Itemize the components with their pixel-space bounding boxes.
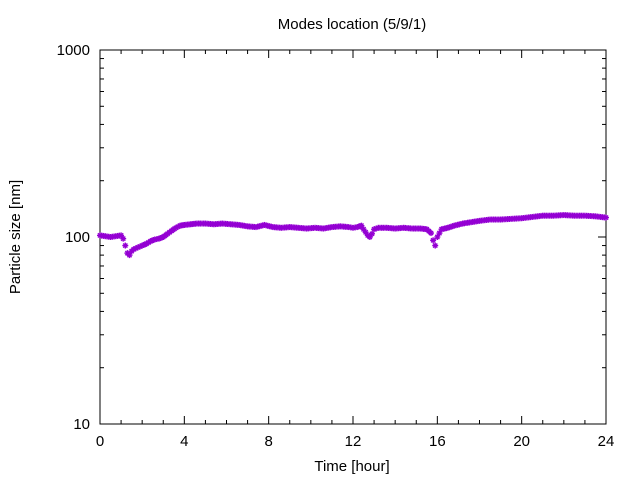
data-point xyxy=(368,230,375,237)
y-tick-label: 100 xyxy=(65,229,90,246)
data-point xyxy=(430,237,437,244)
y-axis-label: Particle size [nm] xyxy=(7,180,24,294)
data-point xyxy=(120,235,127,242)
data-point xyxy=(428,230,435,237)
data-point xyxy=(603,214,609,221)
x-tick-label: 12 xyxy=(345,433,362,450)
y-tick-label: 1000 xyxy=(57,42,90,59)
plot-axes: 0 4 8 12 16 20 24 10 100 1000 xyxy=(57,42,615,450)
data-point xyxy=(366,234,373,240)
x-tick-label: 24 xyxy=(598,433,615,450)
x-tick-label: 0 xyxy=(96,433,104,450)
x-tick-label: 16 xyxy=(429,433,446,450)
y-tick-label: 10 xyxy=(73,416,90,433)
data-point xyxy=(432,242,439,249)
plot-frame xyxy=(99,49,607,425)
x-axis-label: Time [hour] xyxy=(314,458,389,475)
x-tick-label: 20 xyxy=(513,433,530,450)
x-tick-label: 8 xyxy=(264,433,272,450)
data-point xyxy=(118,232,125,239)
x-tick-label: 4 xyxy=(180,433,188,450)
data-points xyxy=(97,212,609,259)
data-point xyxy=(122,242,129,249)
chart-title: Modes location (5/9/1) xyxy=(278,16,426,33)
